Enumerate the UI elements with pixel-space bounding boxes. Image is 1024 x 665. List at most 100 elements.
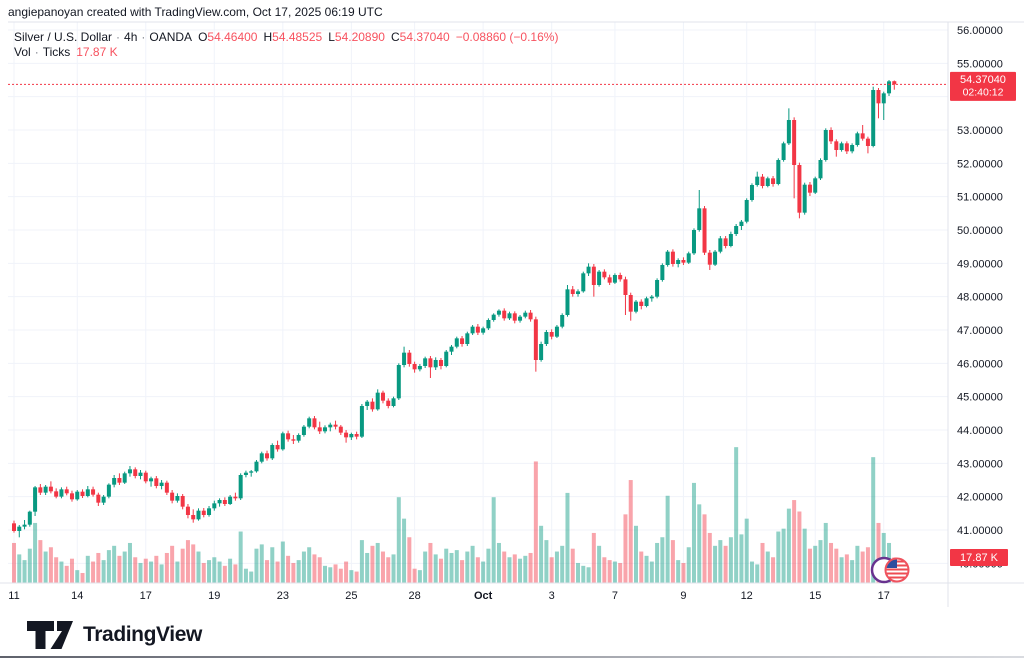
volume-value: 17.87 K [76,45,118,59]
price-axis[interactable]: 56.00000 55.00000 53.00000 52.00000 51.00000… [957,25,1003,570]
volume-bar [723,545,728,583]
volume-bar [228,558,233,583]
volume-bar [454,550,459,583]
candle-body [59,489,64,497]
candlestick-chart[interactable]: 56.00000 55.00000 53.00000 52.00000 51.00000… [0,0,1024,616]
candle-body [660,264,665,280]
low-value: 54.20890 [334,30,385,44]
volume-bar [286,555,291,583]
volume-bar [296,560,301,583]
volume-bar [718,540,723,583]
candle-body [201,510,206,515]
candle-body [43,486,48,493]
volume-bar [539,525,544,583]
candle-body [370,401,375,410]
volume-bar [507,557,512,583]
volume-bar [760,542,765,583]
interval-value[interactable]: 4h [124,30,138,44]
volume-bar [170,545,175,583]
exchange-name[interactable]: OANDA [149,30,193,44]
volume-bar [597,545,602,583]
candle-body [876,89,881,104]
volume-bar [523,555,528,583]
candle-body [807,184,812,193]
volume-label: Vol [14,45,31,59]
volume-bar [275,561,280,583]
time-axis-label: 17 [878,590,890,602]
candle-body [765,178,770,186]
volume-bar [370,545,375,583]
candle-body [523,312,528,317]
candle-body [365,401,370,406]
volume-bar [486,548,491,583]
candle-body [17,526,22,531]
volume-bar [618,562,623,583]
candle-body [818,159,823,179]
volume-bar [665,495,670,583]
volume-bar [106,550,111,583]
candle-body [344,432,349,438]
volume-bar [765,551,770,583]
volume-bar [844,554,849,583]
time-axis[interactable]: 11 14 17 19 23 25 28 Oct 3 7 9 12 15 17 [8,590,890,602]
volume-bar [807,548,812,583]
volume-bar [85,555,90,583]
volume-bar [365,552,370,583]
candle-body [475,326,480,333]
candle-body [307,418,312,427]
volume-bar [576,562,581,583]
price-axis-label: 56.00000 [957,25,1003,37]
volume-bar [438,558,443,583]
volume-bar [607,560,612,583]
candle-body [823,129,828,160]
volume-bar [465,551,470,583]
volume-bar [391,554,396,583]
volume-type-label: Ticks [42,45,71,59]
time-axis-label: 11 [8,590,19,602]
volume-bar [17,554,22,583]
volume-bar [375,542,380,583]
volume-bar [48,547,53,583]
volume-bar [644,555,649,583]
time-axis-label: 17 [140,590,152,602]
volume-bar [813,545,818,583]
tradingview-logo-text[interactable]: TradingView [83,623,202,646]
price-axis-label: 51.00000 [957,192,1003,204]
volume-bars [12,447,897,583]
volume-bar [212,557,217,583]
volume-bar [829,542,834,583]
candle-body [222,499,227,504]
tradingview-logo-icon[interactable] [26,620,74,650]
candle-body [554,326,559,337]
candle-body [797,164,802,213]
candle-body [191,514,196,520]
separator-dot: · [141,30,146,44]
candle-body [164,482,169,493]
legend-row-volume: Vol · Ticks 17.87 K [14,45,558,60]
candle-body [491,314,496,320]
candle-body [75,491,80,500]
volume-bar [549,557,554,583]
candle-body [407,352,412,364]
candle-body [612,274,617,283]
candle-body [560,314,565,327]
candle-body [470,326,475,334]
candle-body [412,363,417,370]
volume-bar [628,480,633,583]
legend-row-ohlc: Silver / U.S. Dollar · 4h · OANDA O54.46400 H5… [14,30,558,45]
volume-bar [744,518,749,583]
volume-bar [839,557,844,583]
candle-body [481,328,486,333]
volume-bar [655,542,660,583]
volume-bar [776,531,781,583]
volume-bar [259,544,264,583]
symbol-name[interactable]: Silver / U.S. Dollar [14,30,113,44]
volume-bar [670,540,675,583]
price-axis-label: 53.00000 [957,125,1003,137]
candle-body [96,494,101,503]
candle-body [549,331,554,337]
open-value: 54.46400 [207,30,258,44]
volume-bar [270,547,275,583]
candle-body [380,392,385,401]
volume-bar [713,545,718,583]
